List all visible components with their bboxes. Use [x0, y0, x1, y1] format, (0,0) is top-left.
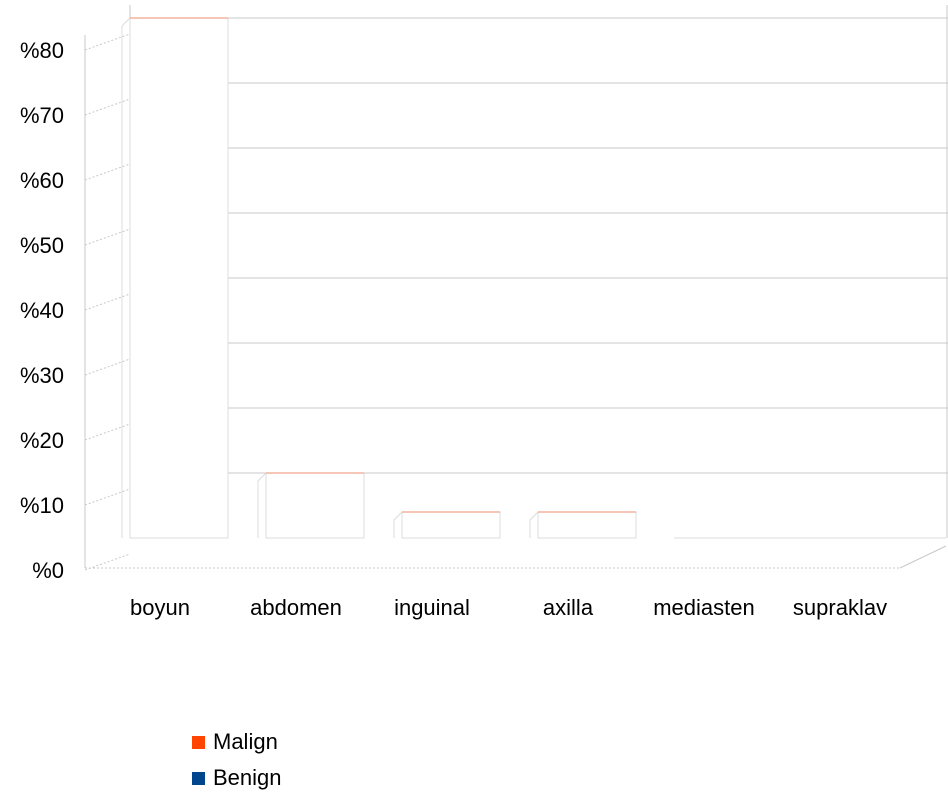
- y-tick-label: %10: [20, 493, 64, 518]
- y-axis-ticks: %0 %10 %20 %30 %40 %50 %60 %70 %80: [20, 38, 64, 583]
- legend: Malign Benign: [192, 724, 282, 796]
- y-tick-label: %0: [32, 558, 64, 583]
- y-tick-label: %50: [20, 233, 64, 258]
- x-category-label: inguinal: [394, 595, 470, 620]
- legend-swatch-benign: [192, 771, 205, 785]
- x-category-label: supraklav: [793, 595, 887, 620]
- legend-label-malign: Malign: [213, 729, 278, 754]
- x-category-label: abdomen: [250, 595, 342, 620]
- y-tick-label: %30: [20, 363, 64, 388]
- x-axis-categories: boyun abdomen inguinal axilla mediasten supra…: [130, 595, 887, 620]
- wall-gridline: [84, 98, 131, 116]
- wall-gridline: [84, 163, 131, 181]
- x-category-label: boyun: [130, 595, 190, 620]
- bars: [121, 17, 946, 539]
- legend-item-benign: Benign: [192, 760, 282, 796]
- bar-chart: %0 %10 %20 %30 %40 %50 %60 %70 %80 boyun abdomen i…: [20, 5, 948, 620]
- bar-axilla: [529, 511, 637, 539]
- wall-gridline: [84, 358, 131, 376]
- y-tick-label: %80: [20, 38, 64, 63]
- y-tick-label: %70: [20, 103, 64, 128]
- floor-edge: [899, 545, 947, 569]
- wall-gridline: [84, 553, 131, 571]
- legend-label-benign: Benign: [213, 765, 282, 790]
- legend-swatch-malign: [192, 735, 205, 749]
- wall-gridline: [84, 293, 131, 311]
- legend-item-malign: Malign: [192, 724, 282, 760]
- bar-abdomen: [257, 472, 365, 539]
- wall-gridline: [84, 423, 131, 441]
- bar-boyun: [121, 17, 229, 539]
- gridlines: [84, 5, 948, 571]
- wall-gridline: [84, 228, 131, 246]
- x-category-label: mediasten: [653, 595, 755, 620]
- y-tick-label: %60: [20, 168, 64, 193]
- x-category-label: axilla: [543, 595, 594, 620]
- wall-gridline: [84, 488, 131, 506]
- wall-gridline: [84, 33, 131, 51]
- y-tick-label: %40: [20, 298, 64, 323]
- y-tick-label: %20: [20, 428, 64, 453]
- bar-inguinal: [393, 511, 501, 539]
